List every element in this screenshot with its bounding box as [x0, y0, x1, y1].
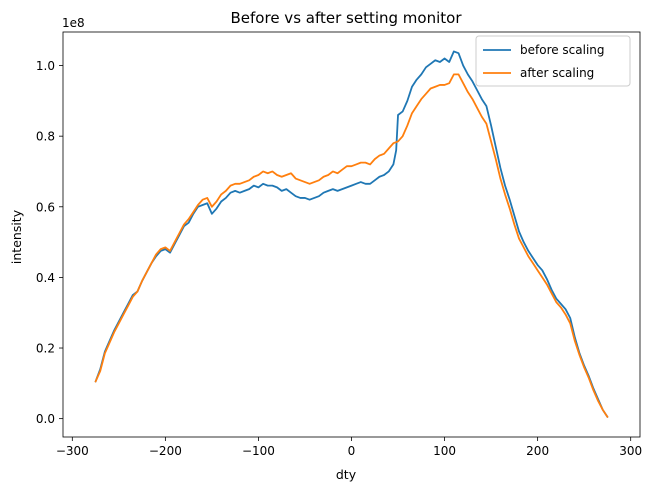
y-tick-label: 0.0 — [36, 412, 55, 426]
plot-frame — [62, 31, 641, 438]
x-tick-label: 300 — [619, 444, 642, 458]
x-tick-label: 100 — [433, 444, 456, 458]
x-axis-label: dty — [336, 467, 357, 482]
legend-label-after-scaling: after scaling — [520, 66, 594, 80]
legend-label-before-scaling: before scaling — [520, 43, 605, 57]
legend: before scaling after scaling — [475, 35, 631, 87]
x-tick-label: −200 — [149, 444, 182, 458]
series-layer — [94, 50, 609, 418]
y-axis-label: intensity — [9, 209, 24, 264]
x-tick-label: 200 — [526, 444, 549, 458]
x-tick-label: −100 — [242, 444, 275, 458]
x-axis-ticks: −300 −200 −100 0 100 200 300 — [56, 437, 642, 458]
chart-title: Before vs after setting monitor — [231, 9, 463, 27]
y-offset-label: 1e8 — [62, 16, 85, 30]
legend-box — [475, 35, 631, 87]
x-tick-label: 0 — [348, 444, 356, 458]
y-axis-ticks: 0.0 0.2 0.4 0.6 0.8 1.0 — [36, 59, 63, 426]
y-tick-label: 0.4 — [36, 271, 55, 285]
series-line-before-scaling — [94, 50, 609, 418]
plot-area: −300 −200 −100 0 100 200 300 0.0 0.2 0.4 0.6 0.8 1.… — [36, 31, 642, 458]
y-tick-label: 0.6 — [36, 200, 55, 214]
y-tick-label: 1.0 — [36, 59, 55, 73]
y-tick-label: 0.8 — [36, 130, 55, 144]
series-line-after-scaling — [94, 73, 609, 418]
y-tick-label: 0.2 — [36, 342, 55, 356]
x-tick-label: −300 — [56, 444, 89, 458]
